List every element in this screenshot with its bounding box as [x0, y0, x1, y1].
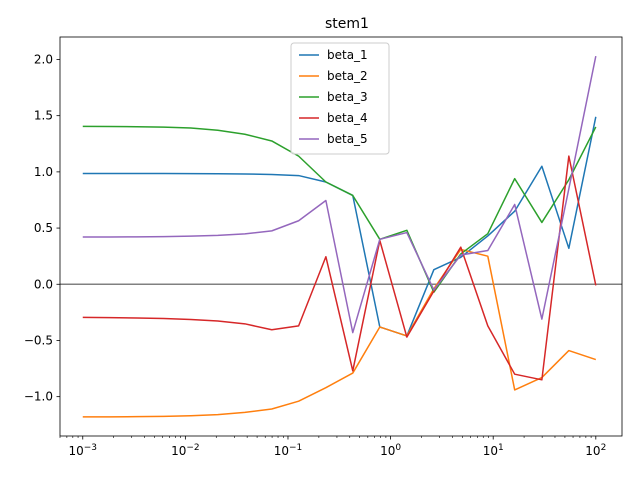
y-tick-label: 0.5 [34, 221, 53, 235]
legend-label-beta_1: beta_1 [327, 48, 368, 62]
series-line-beta_3 [82, 125, 597, 293]
plot-area: 10−3 10−2 10−1 100 101 102 −1.0 −0.5 0.0 0.5 1.0 1.… [24, 36, 623, 458]
x-tick-label: 10−3 [68, 443, 97, 458]
x-tick-label: 100 [380, 443, 401, 458]
legend-label-beta_5: beta_5 [327, 132, 368, 146]
y-tick-label: −1.0 [24, 390, 53, 404]
legend-box [290, 42, 390, 155]
series-line-beta_4 [82, 155, 597, 381]
legend-label-beta_2: beta_2 [327, 69, 368, 83]
x-tick-label: 101 [483, 443, 504, 458]
axes-frame [59, 36, 623, 437]
y-tick-label: 1.0 [34, 165, 53, 179]
y-tick-label: 1.5 [34, 109, 53, 123]
legend-label-beta_3: beta_3 [327, 90, 368, 104]
x-tick-label: 102 [585, 443, 606, 458]
chart-title: stem1 [325, 16, 369, 32]
x-tick-label: 10−2 [171, 443, 200, 458]
x-tick-label: 10−1 [274, 443, 303, 458]
legend: beta_1 beta_2 beta_3 beta_4 beta_5 [290, 42, 390, 155]
legend-label-beta_4: beta_4 [327, 111, 368, 125]
series-line-beta_5 [82, 55, 597, 334]
y-tick-label: 2.0 [34, 52, 53, 66]
y-tick-label: 0.0 [34, 277, 53, 291]
y-tick-label: −0.5 [24, 333, 53, 347]
